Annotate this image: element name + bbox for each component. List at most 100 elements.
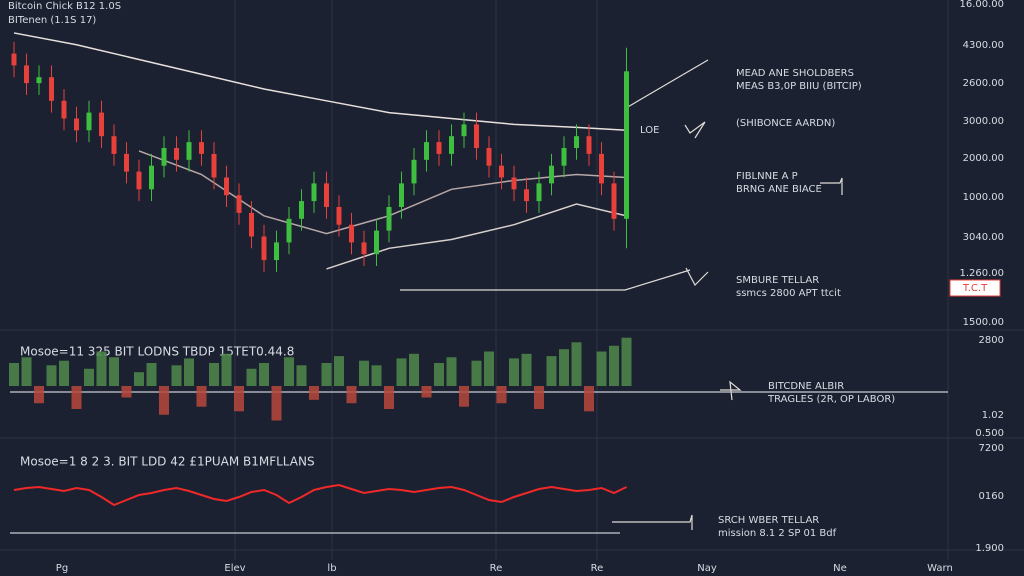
price-label: 4300.00 bbox=[963, 40, 1004, 51]
price-tag-box bbox=[949, 279, 1001, 297]
volume-bar bbox=[534, 386, 544, 409]
volume-bar bbox=[509, 358, 519, 386]
candle-body bbox=[111, 136, 117, 154]
volume-bar bbox=[621, 337, 632, 386]
candle-body bbox=[461, 124, 467, 137]
panel-title: Mosoe=11 325 BIT LODNS TBDP 15TET0.44.8 bbox=[20, 345, 294, 359]
candle-body bbox=[99, 112, 104, 137]
volume-bar bbox=[246, 368, 257, 386]
arrow bbox=[612, 514, 693, 530]
volume-bar bbox=[559, 349, 569, 386]
price-label: 1.900 bbox=[975, 543, 1004, 554]
price-label: 2800 bbox=[979, 335, 1004, 346]
price-tag: T.C.T bbox=[962, 283, 988, 294]
volume-bar bbox=[446, 357, 457, 386]
candle-body bbox=[299, 201, 304, 219]
volume-bar bbox=[21, 357, 32, 386]
candle-body bbox=[74, 118, 79, 131]
grid bbox=[0, 0, 1024, 560]
candle-body bbox=[536, 183, 542, 202]
annotation: FIBLNNE A P bbox=[736, 171, 798, 182]
volume-bar bbox=[84, 368, 94, 386]
volume-bar bbox=[146, 363, 157, 386]
candle-body bbox=[611, 183, 617, 219]
volume-bar bbox=[121, 386, 132, 398]
volume-bar bbox=[496, 386, 507, 404]
candle-body bbox=[224, 177, 229, 196]
candle-body bbox=[86, 112, 92, 131]
annotation: ssmcs 2800 APT ttcit bbox=[736, 288, 841, 299]
volume-bar bbox=[134, 372, 144, 386]
arrow bbox=[685, 267, 709, 286]
price-label: 2600.00 bbox=[963, 78, 1004, 89]
candle-body bbox=[549, 165, 554, 184]
candle-body bbox=[524, 189, 529, 202]
chart-subtitle: BITenen (1.1S 17) bbox=[8, 15, 96, 26]
candle-body bbox=[336, 207, 342, 225]
volume-bar bbox=[484, 351, 494, 386]
volume-bar bbox=[521, 353, 532, 386]
volume-bar bbox=[359, 360, 369, 386]
volume-bar bbox=[96, 351, 107, 386]
volume-bar bbox=[296, 365, 307, 386]
volume-bar bbox=[384, 386, 394, 409]
candle-body bbox=[149, 165, 154, 190]
volume-bar bbox=[346, 386, 357, 404]
volume-bar bbox=[234, 386, 244, 412]
candle-body bbox=[599, 153, 604, 184]
drawings bbox=[10, 59, 948, 534]
candle-body bbox=[399, 183, 404, 207]
candle-body bbox=[561, 148, 567, 166]
price-label: 3000.00 bbox=[963, 116, 1004, 127]
annotation: MEAD ANE SHOLDBERS bbox=[736, 68, 854, 79]
price-label: 3040.00 bbox=[963, 232, 1004, 243]
candle-body bbox=[574, 136, 579, 148]
price-label: 2000.00 bbox=[963, 153, 1004, 164]
candle-body bbox=[161, 148, 167, 166]
volume-bar bbox=[609, 345, 619, 386]
candle-body bbox=[361, 242, 367, 255]
price-label: 0.500 bbox=[975, 428, 1004, 439]
candle-body bbox=[411, 159, 417, 184]
x-tick-label: Re bbox=[591, 563, 604, 574]
volume-bar bbox=[546, 356, 557, 386]
price-label: 7200 bbox=[979, 443, 1004, 454]
annotation: SMBURE TELLAR bbox=[736, 275, 819, 286]
volume-bar bbox=[371, 365, 382, 386]
candle-body bbox=[211, 153, 217, 178]
candle-body bbox=[511, 177, 517, 190]
candle-body bbox=[61, 100, 67, 119]
candle-body bbox=[474, 124, 479, 148]
volume-bar bbox=[571, 342, 582, 386]
candle-body bbox=[186, 142, 192, 160]
volume-bar bbox=[421, 386, 432, 398]
candle-body bbox=[324, 183, 329, 207]
candle-body bbox=[274, 242, 279, 261]
annotation: mission 8.1 2 SP 01 Bdf bbox=[718, 528, 837, 539]
candle-body bbox=[586, 136, 592, 154]
x-tick-label: Nay bbox=[697, 563, 717, 574]
volume-bar bbox=[596, 351, 607, 386]
volume-bar bbox=[334, 356, 344, 386]
volume-bar bbox=[459, 386, 469, 407]
price-label: 0160 bbox=[979, 491, 1004, 502]
candle-body bbox=[386, 207, 392, 231]
volume-bar bbox=[309, 386, 319, 400]
volume-bar bbox=[71, 386, 82, 409]
candle-body bbox=[624, 71, 629, 219]
price-label: 1500.00 bbox=[963, 317, 1004, 328]
candle-body bbox=[199, 142, 204, 154]
candle-body bbox=[136, 171, 142, 190]
price-label: 1000.00 bbox=[963, 192, 1004, 203]
volume-bar bbox=[159, 386, 169, 415]
price-label: 16.00.00 bbox=[959, 0, 1004, 10]
volume-bar bbox=[584, 386, 594, 412]
volume-bar bbox=[196, 386, 207, 407]
annotation: MEAS B3,0P BIIU (BITCIP) bbox=[736, 81, 862, 92]
x-tick-label: lb bbox=[327, 563, 336, 574]
volume-bar bbox=[209, 363, 219, 386]
arrow bbox=[684, 121, 706, 139]
candle-body bbox=[449, 136, 454, 154]
annotation: LOE bbox=[640, 125, 659, 136]
trend-line bbox=[400, 269, 691, 291]
